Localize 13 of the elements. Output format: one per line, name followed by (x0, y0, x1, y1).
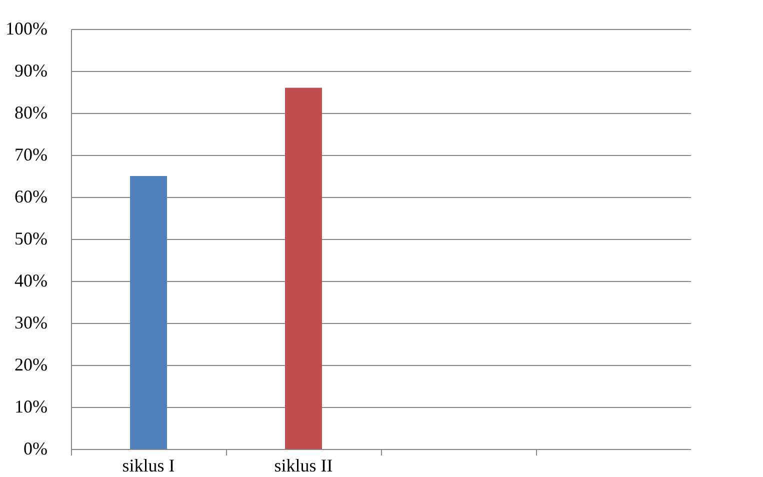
y-tick-label: 80% (14, 102, 48, 122)
y-tick-label: 90% (14, 60, 48, 80)
x-tick-label: siklus II (274, 456, 333, 476)
y-tick-label: 60% (14, 186, 48, 206)
y-tick-label: 0% (24, 438, 48, 458)
y-tick-label: 100% (6, 18, 48, 38)
y-tick-label: 20% (14, 354, 48, 374)
y-tick-label: 70% (14, 144, 48, 164)
y-tick-label: 10% (14, 396, 48, 416)
y-tick-label: 50% (14, 228, 48, 248)
y-tick-label: 40% (14, 270, 48, 290)
x-tick-label: siklus I (122, 456, 175, 476)
y-tick-label: 30% (14, 312, 48, 332)
